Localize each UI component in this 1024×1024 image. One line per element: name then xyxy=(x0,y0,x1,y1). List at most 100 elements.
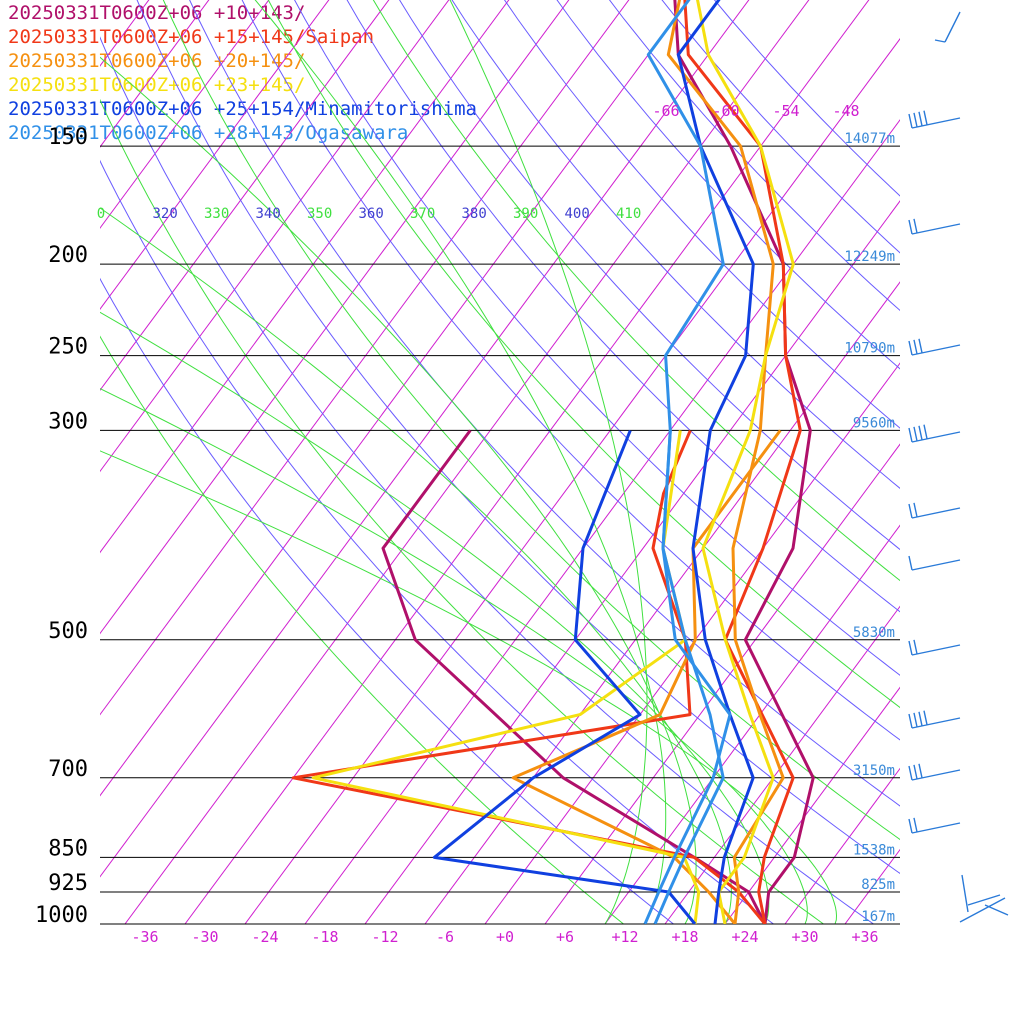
temperature-tick: -6 xyxy=(436,928,454,946)
temperature-tick: +18 xyxy=(671,928,698,946)
temperature-profile xyxy=(696,0,795,924)
legend-entry: 20250331T0600Z+06 +23+145/ xyxy=(8,74,306,96)
theta-label: 0 xyxy=(97,206,105,222)
dewpoint-profile xyxy=(643,430,732,924)
dry-adiabat xyxy=(661,0,900,254)
temperature-tick: +6 xyxy=(556,928,574,946)
pressure-label: 1000 xyxy=(35,903,88,928)
height-label: 10790m xyxy=(844,341,895,357)
dry-adiabat xyxy=(100,159,774,924)
moist-adiabat xyxy=(100,311,770,924)
moist-adiabat xyxy=(100,388,808,924)
isotherm-line xyxy=(905,0,1024,924)
wind-barb xyxy=(908,424,961,443)
isotherm-line xyxy=(304,119,900,924)
wind-barb xyxy=(908,817,961,834)
wind-barb xyxy=(959,874,1009,923)
theta-label: 340 xyxy=(256,206,281,222)
temperature-profile xyxy=(683,0,802,924)
theta-label: 350 xyxy=(307,206,332,222)
isotherm-line xyxy=(784,767,900,924)
wind-barb xyxy=(908,639,961,656)
theta-label: 400 xyxy=(565,206,590,222)
isotherm-line xyxy=(664,605,900,924)
pressure-label: 300 xyxy=(48,409,88,434)
wind-barb xyxy=(908,218,961,235)
wind-barb xyxy=(908,338,961,356)
height-label: 825m xyxy=(861,877,895,893)
isotherm-line xyxy=(100,0,390,392)
axis-labels: 10016490m15014077m20012249m25010790m3009… xyxy=(35,102,895,946)
theta-label: 390 xyxy=(513,206,538,222)
isotherm-line xyxy=(0,0,229,924)
wind-barb xyxy=(934,11,961,43)
temperature-tick: -30 xyxy=(191,928,218,946)
theta-label: 410 xyxy=(616,206,641,222)
isotherm-line xyxy=(965,0,1024,924)
theta-label: 320 xyxy=(153,206,178,222)
pressure-label: 700 xyxy=(48,757,88,782)
upper-temperature-label: -60 xyxy=(712,102,739,120)
legend-entry: 20250331T0600Z+06 +25+154/Minamitorishim… xyxy=(8,98,477,120)
isotherm-line xyxy=(100,0,750,878)
height-label: 12249m xyxy=(844,249,895,265)
pressure-label: 925 xyxy=(48,871,88,896)
theta-label: 380 xyxy=(462,206,487,222)
height-label: 1538m xyxy=(853,842,895,858)
dewpoint-profile xyxy=(432,429,697,924)
upper-temperature-label: -66 xyxy=(652,102,679,120)
moist-adiabat xyxy=(372,0,900,582)
height-label: 5830m xyxy=(853,625,895,641)
isotherm-line xyxy=(544,443,900,924)
dewpoint-profile xyxy=(311,430,701,924)
moist-adiabat xyxy=(100,207,732,924)
temperature-profile xyxy=(676,0,755,924)
moist-adiabat xyxy=(254,0,667,924)
pressure-label: 200 xyxy=(48,243,88,268)
isotherm-line xyxy=(604,524,900,924)
isotherm-line xyxy=(100,0,210,148)
upper-temperature-label: -54 xyxy=(772,102,799,120)
temperature-tick: -12 xyxy=(371,928,398,946)
theta-label: 360 xyxy=(359,206,384,222)
temperature-tick: -36 xyxy=(131,928,158,946)
isotherm-line xyxy=(124,0,810,924)
legend-entry: 20250331T0600Z+06 +20+145/ xyxy=(8,50,306,72)
dry-adiabat xyxy=(189,0,900,807)
isotherm-line xyxy=(100,0,570,635)
pressure-label: 850 xyxy=(48,836,88,861)
legend-entry: 20250331T0600Z+06 +15+145/Saipan xyxy=(8,26,375,48)
temperature-tick: +24 xyxy=(731,928,758,946)
height-label: 3150m xyxy=(853,763,895,779)
dry-adiabat xyxy=(346,0,900,613)
temperature-tick: -18 xyxy=(311,928,338,946)
isotherm-line xyxy=(100,0,630,716)
wind-barb xyxy=(908,110,961,129)
temperature-tick: -24 xyxy=(251,928,278,946)
temperature-profile xyxy=(646,0,725,924)
isotherm-line xyxy=(100,0,510,554)
sounding-profiles xyxy=(291,0,815,924)
dry-adiabat xyxy=(608,0,900,312)
temperature-tick: +36 xyxy=(851,928,878,946)
wind-barb xyxy=(908,763,961,781)
isotherm-line xyxy=(100,0,270,229)
temperature-tick: +0 xyxy=(496,928,514,946)
upper-temperature-label: -48 xyxy=(832,102,859,120)
theta-label: 330 xyxy=(204,206,229,222)
moist-adiabat xyxy=(267,0,900,709)
isotherm-line xyxy=(100,0,450,473)
wind-barb xyxy=(908,555,961,571)
pressure-label: 150 xyxy=(48,125,88,150)
pressure-label: 250 xyxy=(48,335,88,360)
height-label: 9560m xyxy=(853,415,895,431)
dewpoint-profile xyxy=(291,429,767,924)
dry-adiabat xyxy=(294,0,900,676)
isotherm-line xyxy=(424,281,900,924)
height-label: 14077m xyxy=(844,131,895,147)
dewpoint-profile xyxy=(381,429,767,924)
temperature-tick: +30 xyxy=(791,928,818,946)
temperature-tick: +12 xyxy=(611,928,638,946)
isotherm-line xyxy=(484,362,900,924)
